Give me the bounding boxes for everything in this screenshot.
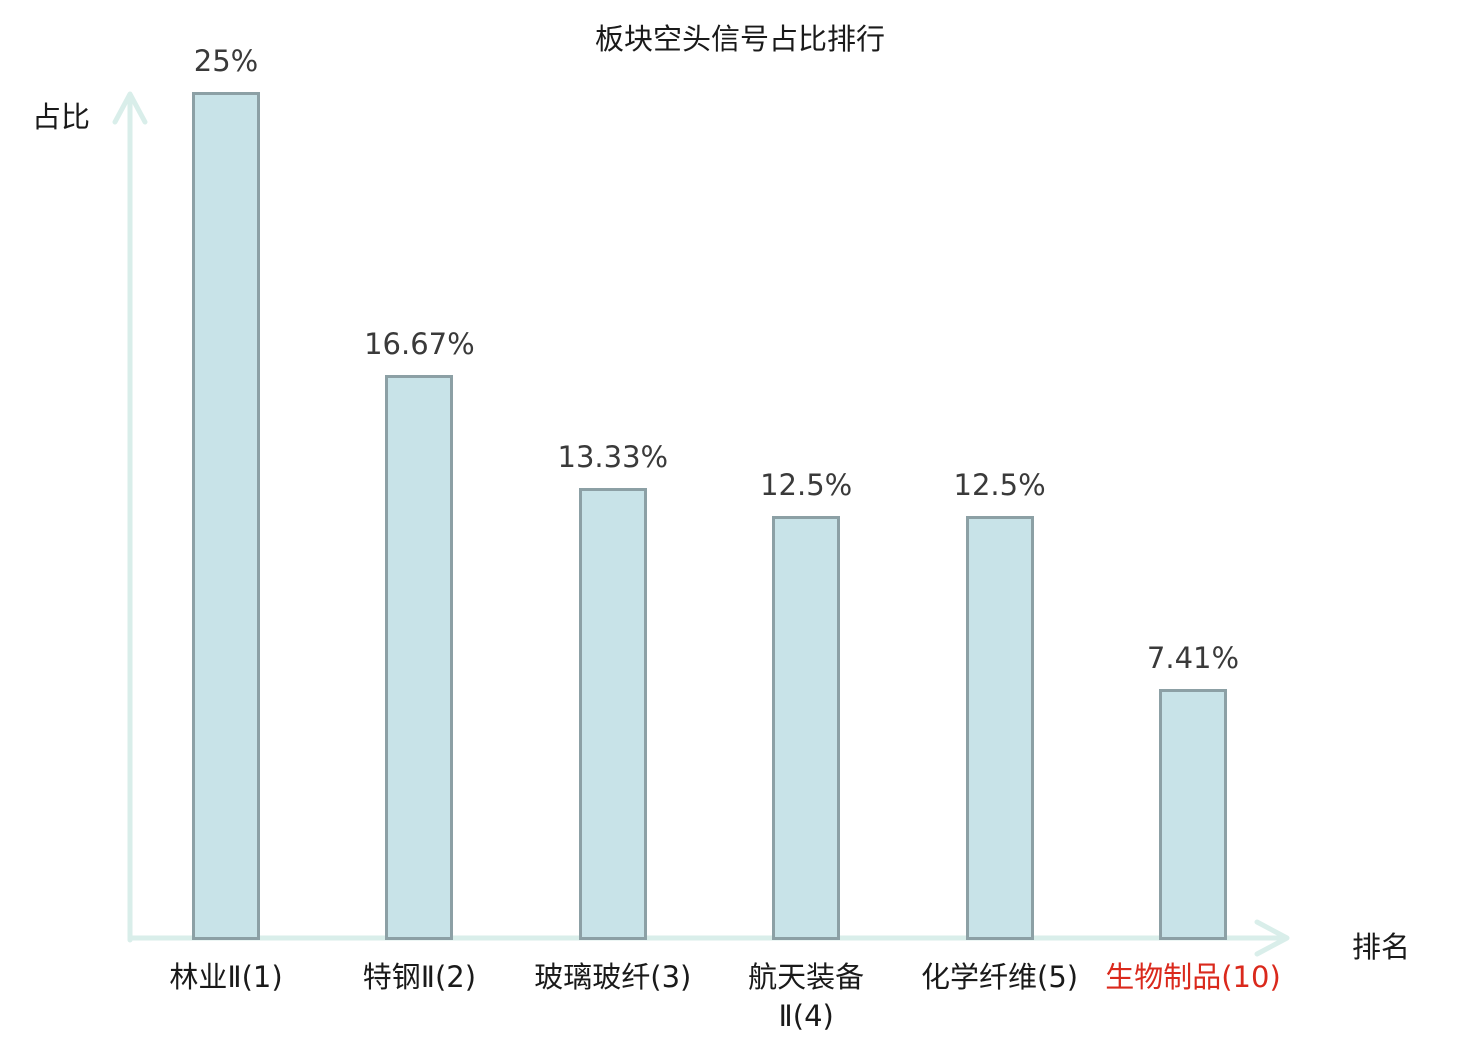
x-axis-label: 排名: [1352, 930, 1411, 964]
x-axis-arrow-icon: [1254, 919, 1290, 957]
y-axis-arrow-icon: [112, 91, 148, 125]
bar-value-label: 25%: [193, 44, 259, 78]
category-label: 特钢Ⅱ(2): [362, 960, 477, 994]
bar-value-label: 12.5%: [953, 468, 1046, 502]
category-label: 航天装备 Ⅱ(4): [748, 960, 865, 1034]
category-label: 玻璃玻纤(3): [534, 960, 692, 994]
bar-value-label: 13.33%: [557, 440, 669, 474]
chart-title: 板块空头信号占比排行: [594, 22, 885, 56]
category-label: 林业Ⅱ(1): [169, 960, 283, 994]
bar: [578, 488, 647, 940]
bar-value-label: 7.41%: [1146, 641, 1240, 675]
bar: [772, 516, 841, 940]
category-label: 化学纤维(5): [921, 960, 1079, 994]
bar-value-label: 16.67%: [364, 327, 475, 361]
bar: [965, 516, 1034, 940]
bar: [1159, 689, 1227, 940]
y-axis-label: 占比: [32, 100, 91, 134]
category-label: 生物制品(10): [1105, 960, 1281, 994]
bar-value-label: 12.5%: [760, 468, 853, 502]
bar: [192, 92, 260, 940]
bar: [385, 375, 454, 940]
